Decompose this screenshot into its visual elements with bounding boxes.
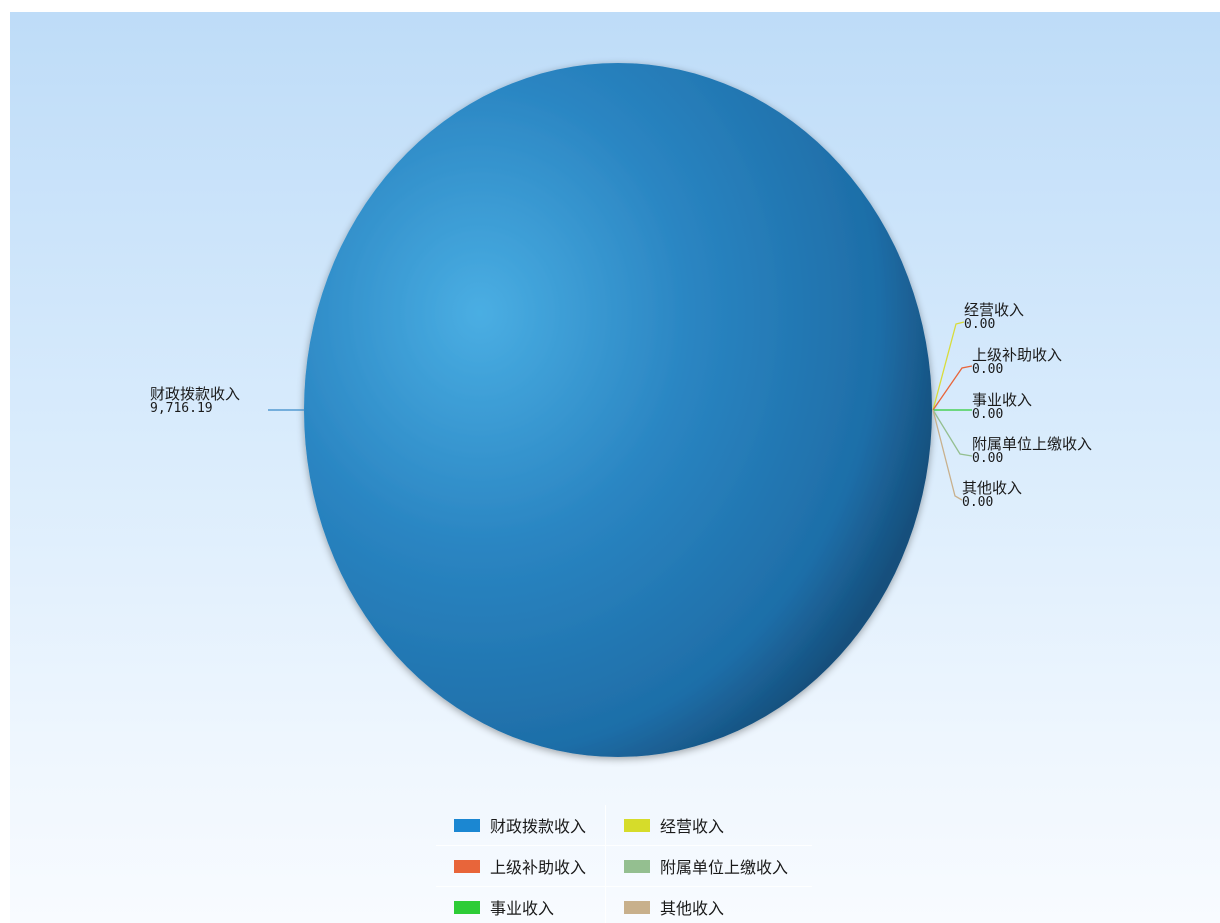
legend-swatch (624, 859, 650, 873)
pie-slice[interactable] (304, 63, 932, 757)
legend-item[interactable]: 财政拨款收入 (436, 805, 606, 846)
slice-label: 附属单位上缴收入 (972, 435, 1092, 453)
legend-label: 事业收入 (490, 899, 555, 918)
legend-swatch (624, 900, 650, 914)
legend-label: 经营收入 (660, 817, 725, 836)
legend-label: 财政拨款收入 (490, 817, 587, 836)
slice-value-label: 0.00 (972, 362, 1003, 377)
legend-swatch (454, 900, 480, 914)
legend-swatch (624, 818, 650, 832)
chart-panel: 财政拨款收入 9,716.19 经营收入 0.00 上级补助收入 0.00 事业收入 0.00… (10, 12, 1220, 923)
legend-item[interactable]: 经营收入 (606, 805, 812, 846)
slice-label: 事业收入 (972, 391, 1032, 409)
legend-swatch (454, 818, 480, 832)
leader-line (932, 409, 973, 457)
legend-item[interactable]: 其他收入 (606, 887, 812, 923)
legend-item[interactable]: 事业收入 (436, 887, 606, 923)
legend-item[interactable]: 附属单位上缴收入 (606, 846, 812, 887)
slice-value-label: 9,716.19 (150, 401, 213, 416)
slice-value-label: 0.00 (964, 317, 995, 332)
slice-label: 经营收入 (964, 301, 1024, 319)
slice-label: 上级补助收入 (972, 346, 1062, 364)
leader-line (932, 409, 963, 501)
legend-label: 附属单位上缴收入 (660, 858, 789, 877)
slice-value-label: 0.00 (962, 495, 993, 510)
slice-label: 财政拨款收入 (150, 385, 240, 403)
pie-chart: 财政拨款收入9,716.19经营收入0.00上级补助收入0.00事业收入0.00… (150, 63, 1092, 757)
slice-value-label: 0.00 (972, 451, 1003, 466)
chart-legend: 财政拨款收入 经营收入 上级补助收入 附属单位上缴收入 事业收入 其他收入 (436, 805, 812, 923)
slice-label: 其他收入 (962, 479, 1022, 497)
legend-item[interactable]: 上级补助收入 (436, 846, 606, 887)
legend-label: 其他收入 (660, 899, 725, 918)
leader-line (932, 365, 973, 411)
legend-label: 上级补助收入 (490, 858, 587, 877)
slice-value-label: 0.00 (972, 407, 1003, 422)
leader-line (932, 321, 965, 411)
legend-swatch (454, 859, 480, 873)
